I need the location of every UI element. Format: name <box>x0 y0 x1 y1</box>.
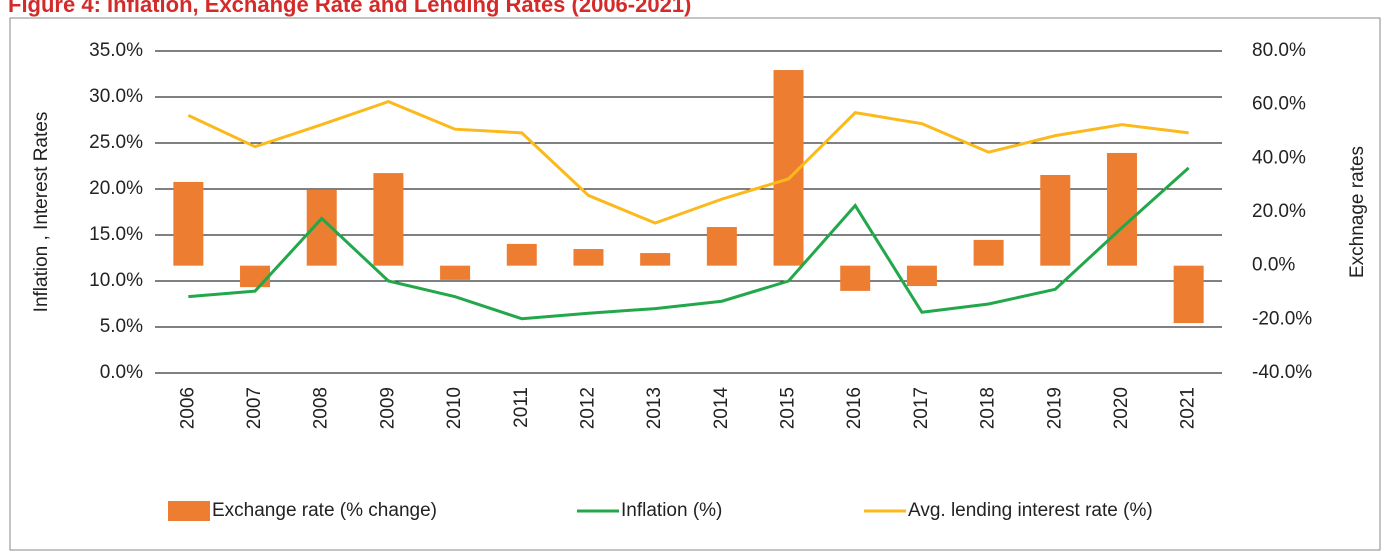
y2-tick-label: 40.0% <box>1252 147 1306 168</box>
line <box>188 166 1190 321</box>
bar <box>1040 174 1071 266</box>
legend-swatch <box>168 501 210 521</box>
x-tick-label: 2017 <box>911 387 932 429</box>
y-tick-label: 20.0% <box>89 178 143 199</box>
x-tick-label: 2016 <box>844 387 865 429</box>
bar <box>840 265 871 291</box>
bar <box>706 227 737 266</box>
bar <box>906 265 937 287</box>
x-tick-label: 2012 <box>577 387 598 429</box>
bar <box>640 253 671 266</box>
y2-tick-label: 60.0% <box>1252 94 1306 115</box>
chart-frame <box>9 17 1381 551</box>
x-tick-label: 2007 <box>244 387 265 429</box>
y2-tick-label: 0.0% <box>1252 255 1295 276</box>
y-tick-label: 35.0% <box>89 40 143 61</box>
x-tick-label: 2006 <box>177 387 198 429</box>
x-tick-label: 2010 <box>444 387 465 429</box>
y-tick-label: 25.0% <box>89 132 143 153</box>
y-tick-label: 0.0% <box>100 362 143 383</box>
y-tick-label: 30.0% <box>89 86 143 107</box>
bar <box>373 173 404 266</box>
x-tick-label: 2009 <box>377 387 398 429</box>
bar <box>573 249 604 266</box>
bar <box>240 265 271 288</box>
x-tick-label: 2020 <box>1111 387 1132 429</box>
legend-label: Exchange rate (% change) <box>212 500 437 521</box>
legend-label: Inflation (%) <box>621 500 722 521</box>
bar <box>1106 152 1137 266</box>
x-tick-label: 2011 <box>511 387 532 428</box>
bar <box>440 265 471 280</box>
x-tick-label: 2013 <box>644 387 665 429</box>
y2-tick-label: -20.0% <box>1252 308 1312 329</box>
y2-axis-label: Exchnage rates <box>1347 146 1368 278</box>
y2-tick-label: 80.0% <box>1252 40 1306 61</box>
bar <box>973 239 1004 266</box>
y2-tick-label: 20.0% <box>1252 201 1306 222</box>
bar <box>173 181 204 266</box>
x-tick-label: 2019 <box>1044 387 1065 429</box>
x-tick-label: 2015 <box>778 387 799 429</box>
legend-label: Avg. lending interest rate (%) <box>908 500 1153 521</box>
bar <box>1173 265 1204 324</box>
x-tick-label: 2021 <box>1178 387 1199 429</box>
y-tick-label: 10.0% <box>89 270 143 291</box>
chart-title: Figure 4: Inflation, Exchange Rate and L… <box>8 0 691 17</box>
x-tick-label: 2008 <box>311 387 332 429</box>
bar <box>506 243 537 266</box>
y-axis-label: Inflation , Interest Rates <box>31 112 52 313</box>
line <box>187 99 1189 225</box>
y-tick-label: 15.0% <box>89 224 143 245</box>
y-tick-label: 5.0% <box>100 316 143 337</box>
x-tick-label: 2018 <box>978 387 999 429</box>
y2-tick-label: -40.0% <box>1252 362 1312 383</box>
x-tick-label: 2014 <box>711 387 732 430</box>
